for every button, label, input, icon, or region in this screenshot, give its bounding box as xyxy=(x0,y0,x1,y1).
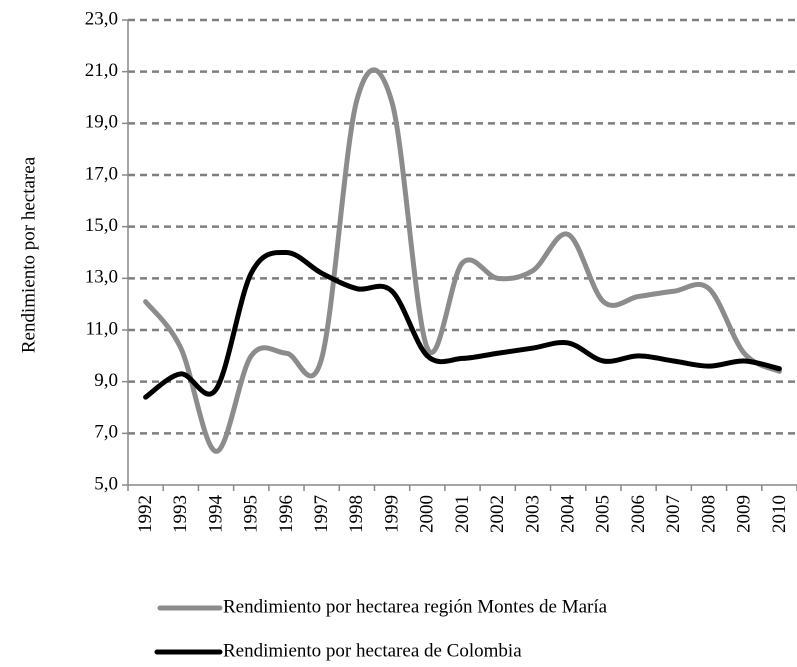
x-tick-label: 1992 xyxy=(135,495,156,533)
x-tick-label: 1997 xyxy=(311,495,332,533)
x-tick-label: 1999 xyxy=(381,495,402,533)
series-line xyxy=(143,67,782,454)
legend-label: Rendimiento por hectarea de Colombia xyxy=(223,640,522,661)
y-tick-label: 7,0 xyxy=(94,422,118,443)
x-tick-label: 2004 xyxy=(557,495,578,534)
x-tick-label: 1993 xyxy=(170,495,191,533)
x-tick-label: 2000 xyxy=(417,495,438,533)
x-tick-label: 2006 xyxy=(628,495,649,533)
y-tick-label: 9,0 xyxy=(94,370,118,391)
y-tick-label: 21,0 xyxy=(85,60,118,81)
series-line xyxy=(143,249,782,400)
x-tick-label: 1996 xyxy=(276,495,297,533)
x-tick-label: 2010 xyxy=(769,495,790,533)
x-tick-label: 2009 xyxy=(734,495,755,533)
y-tick-label: 11,0 xyxy=(85,318,118,339)
x-tick-label: 2001 xyxy=(452,495,473,533)
legend-label: Rendimiento por hectarea región Montes d… xyxy=(223,596,608,617)
x-tick-label: 2005 xyxy=(593,495,614,533)
x-tick-label: 2008 xyxy=(698,495,719,533)
x-tick-label: 1994 xyxy=(205,495,226,534)
x-tick-label: 1998 xyxy=(346,495,367,533)
y-tick-label: 19,0 xyxy=(85,112,118,133)
x-tick-label: 2003 xyxy=(522,495,543,533)
x-tick-label: 2007 xyxy=(663,495,684,533)
x-tick-label: 2002 xyxy=(487,495,508,533)
y-tick-label: 17,0 xyxy=(85,163,118,184)
y-tick-label: 15,0 xyxy=(85,215,118,236)
y-tick-label: 13,0 xyxy=(85,267,118,288)
y-tick-label: 23,0 xyxy=(85,8,118,29)
x-tick-label: 1995 xyxy=(241,495,262,533)
y-axis-label: Rendimiento por hectarea xyxy=(18,156,39,353)
y-tick-label: 5,0 xyxy=(94,473,118,494)
